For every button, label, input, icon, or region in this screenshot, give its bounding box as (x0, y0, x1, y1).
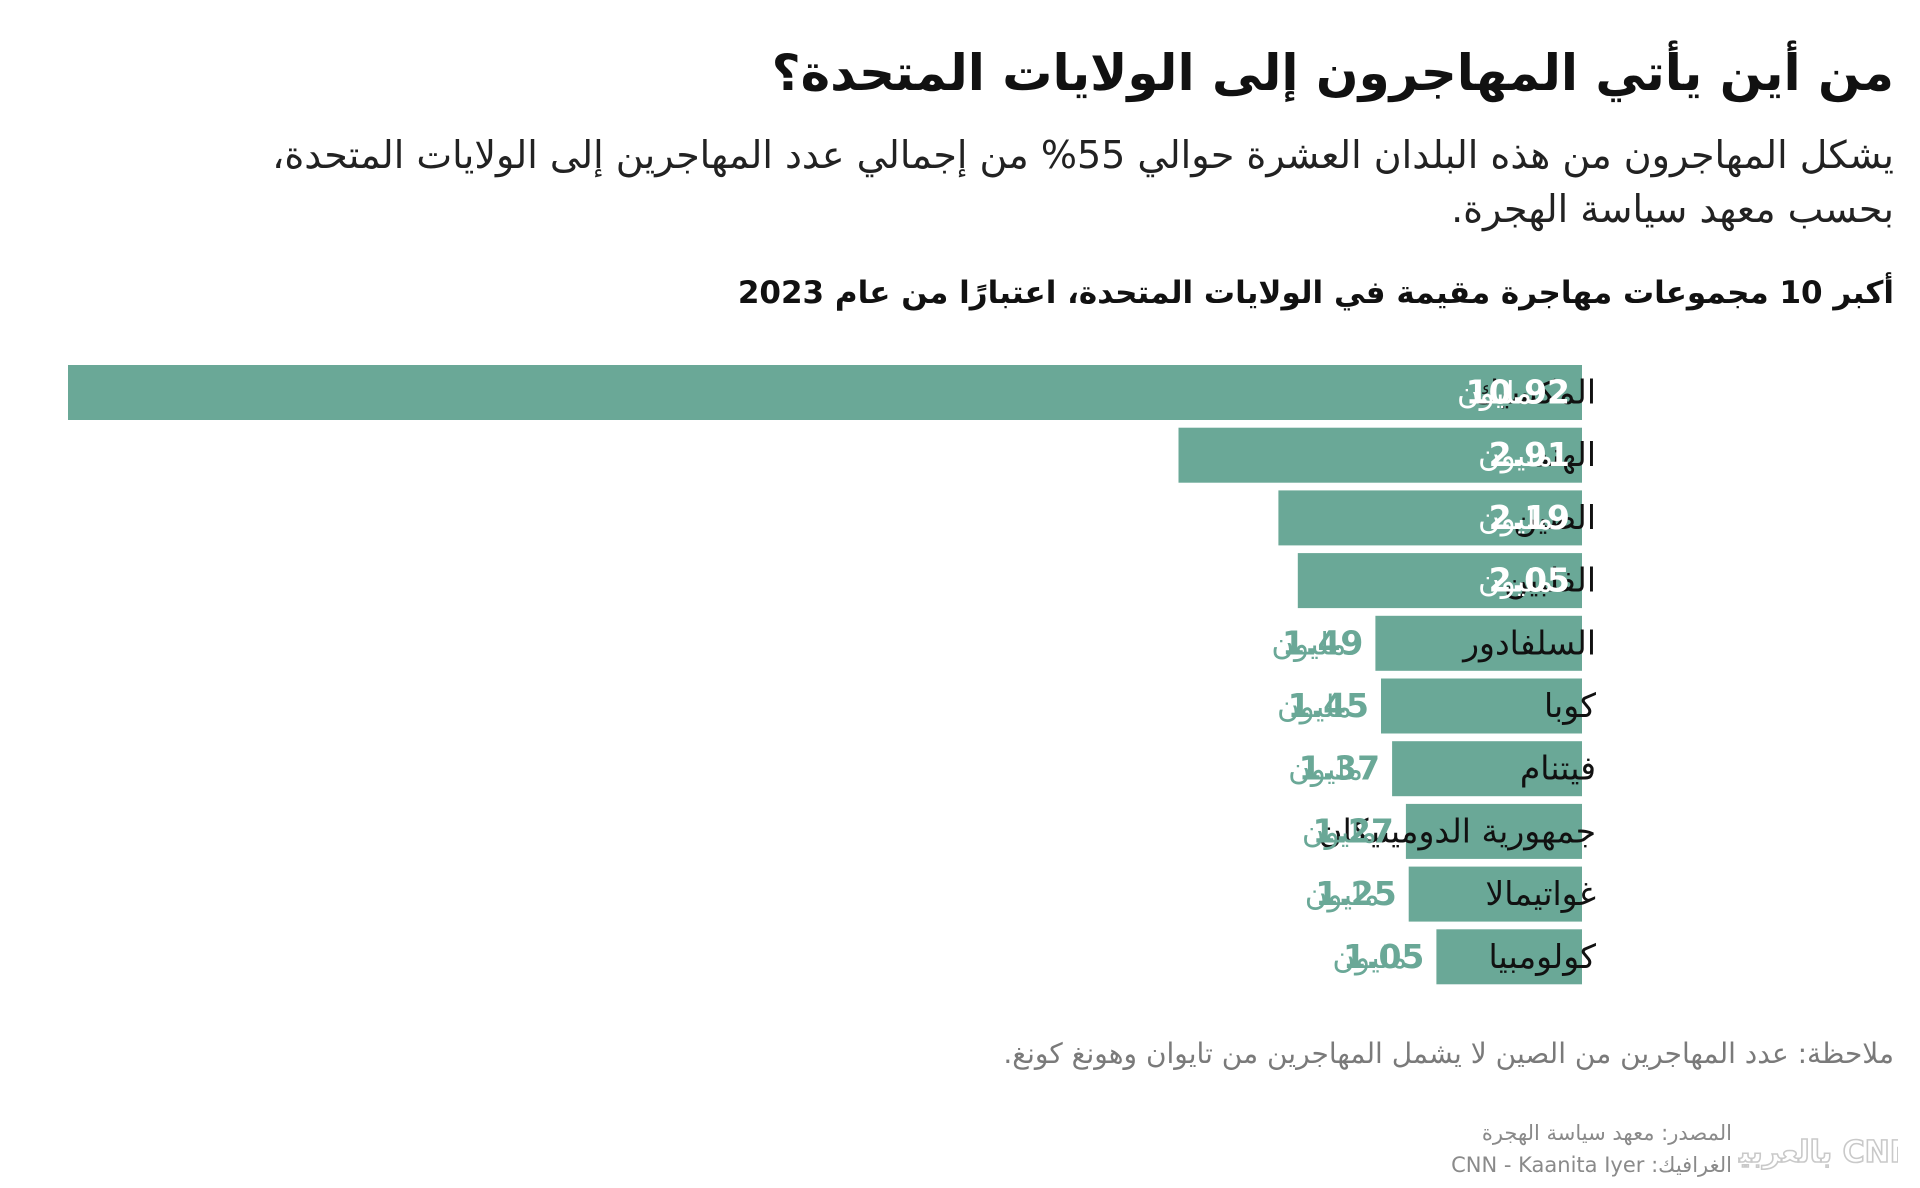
subtitle-line-1: يشكل المهاجرون من هذه البلدان العشرة حوا… (272, 133, 1894, 177)
bar-2 (1178, 427, 1582, 483)
source-credit: المصدر: معهد سياسة الهجرة (1481, 1121, 1732, 1145)
category-label-7: فيتنام (1520, 749, 1596, 788)
credits: المصدر: معهد سياسة الهجرة الغرافيك: CNN … (1451, 1117, 1732, 1181)
value-label-3: 2.19 (1489, 498, 1570, 537)
bar-1 (68, 365, 1582, 420)
value-unit-5: مليون (1271, 626, 1346, 662)
bar-8 (1405, 803, 1582, 859)
value-label-2: 2.91 (1489, 435, 1570, 474)
category-label-2: الهند (1534, 435, 1596, 474)
value-unit-3: مليون (1478, 501, 1553, 537)
bar-chart: المكسيك10.92مليونالهند2.91مليونالصين2.19… (68, 365, 1596, 985)
value-label-5: 1.49 (1282, 623, 1363, 662)
bar-7 (1392, 741, 1582, 797)
cnn-arabic-logo: CNN بالعربية (1738, 1134, 1898, 1171)
value-label-7: 1.37 (1299, 749, 1380, 788)
page-subtitle: يشكل المهاجرون من هذه البلدان العشرة حوا… (94, 128, 1894, 236)
value-label-9: 1.25 (1315, 874, 1396, 913)
value-unit-10: مليون (1332, 940, 1407, 976)
value-label-1: 10.92 (1466, 373, 1570, 412)
category-label-5: السلفادور (1461, 623, 1596, 662)
bar-10 (1436, 929, 1582, 985)
category-label-1: المكسيك (1472, 373, 1596, 412)
category-label-3: الصين (1513, 498, 1596, 537)
category-label-8: جمهورية الدومينيكان (1318, 811, 1596, 850)
chart-title: أكبر 10 مجموعات مهاجرة مقيمة في الولايات… (737, 275, 1894, 311)
value-unit-6: مليون (1277, 689, 1352, 725)
bar-9 (1408, 866, 1582, 922)
value-label-6: 1.45 (1288, 686, 1369, 725)
subtitle-line-2: بحسب معهد سياسة الهجرة. (1451, 187, 1894, 231)
value-unit-4: مليون (1478, 564, 1553, 600)
svg-text:CNN بالعربية: CNN بالعربية (1738, 1135, 1898, 1170)
bar-6 (1381, 678, 1582, 734)
value-unit-9: مليون (1305, 877, 1380, 913)
graphics-credit: الغرافيك: CNN - Kaanita Iyer (1451, 1153, 1732, 1177)
value-label-10: 1.05 (1343, 937, 1424, 976)
chart-note: ملاحظة: عدد المهاجرين من الصين لا يشمل ا… (1003, 1037, 1894, 1070)
page-title: من أين يأتي المهاجرون إلى الولايات المتح… (771, 44, 1894, 102)
bar-5 (1375, 615, 1582, 671)
value-label-4: 2.05 (1489, 561, 1570, 600)
bar-3 (1278, 490, 1582, 546)
value-unit-1: مليون (1457, 376, 1532, 412)
category-label-4: الفلبين (1504, 561, 1596, 600)
category-label-9: غواتيمالا (1485, 874, 1596, 913)
category-label-6: كوبا (1544, 686, 1596, 725)
value-unit-7: مليون (1288, 752, 1363, 788)
value-unit-2: مليون (1478, 438, 1553, 474)
value-label-8: 1.27 (1312, 811, 1393, 850)
category-label-10: كولومبيا (1488, 937, 1596, 976)
bar-4 (1297, 553, 1582, 609)
value-unit-8: مليون (1302, 814, 1377, 850)
